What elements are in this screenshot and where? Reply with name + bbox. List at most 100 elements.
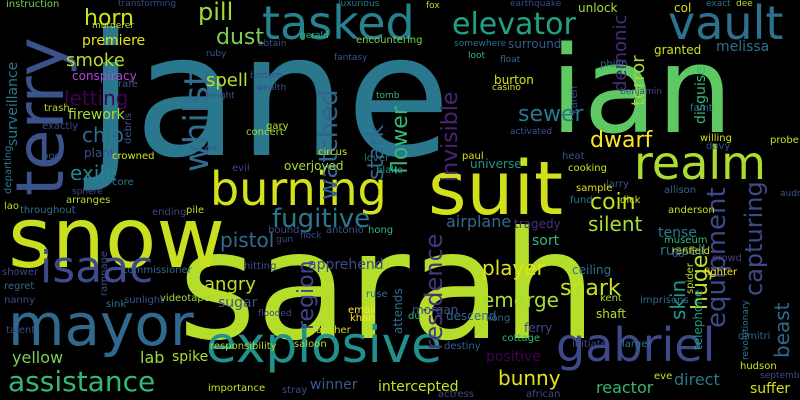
word-departing: departing xyxy=(3,145,14,194)
word-spider: spider xyxy=(685,263,696,294)
word-yellow: yellow xyxy=(12,348,64,367)
word-bottom: bottom xyxy=(250,71,283,81)
word-antonio: antonio xyxy=(326,225,364,236)
word-dick: dick xyxy=(620,195,641,206)
word-universe: universe xyxy=(470,157,522,171)
word-angry: angry xyxy=(204,274,256,295)
word-fugitive: fugitive xyxy=(272,204,371,234)
word-arranges: arranges xyxy=(66,195,111,206)
word-letting: letting xyxy=(64,86,129,110)
word-philip: philip xyxy=(600,59,628,70)
word-capturing: capturing xyxy=(740,181,768,296)
word-intercepted: intercepted xyxy=(378,379,459,395)
word-nanny: nanny xyxy=(4,295,36,306)
word-benjamin: benjamin xyxy=(620,87,662,97)
word-gun: gun xyxy=(276,235,294,245)
word-encountering: encountering xyxy=(356,35,423,46)
word-unlock: unlock xyxy=(578,1,618,15)
word-earthquake: earthquake xyxy=(510,0,562,9)
word-fighter: fighter xyxy=(704,267,738,278)
word-ruse: ruse xyxy=(366,289,388,300)
word-realm: realm xyxy=(634,136,766,190)
word-player: player xyxy=(482,256,545,280)
word-burning: burning xyxy=(210,162,387,216)
word-museum: museum xyxy=(664,235,708,246)
word-attends: attends xyxy=(391,288,405,334)
word-mayor: mayor xyxy=(8,291,194,359)
word-tomb: tomb xyxy=(376,91,400,101)
word-ian: ian xyxy=(550,22,733,161)
word-ceiling: ceiling xyxy=(572,263,612,277)
word-renfield: renfield xyxy=(672,246,710,257)
word-concert: concert xyxy=(246,127,284,138)
word-obtain: obtain xyxy=(258,39,287,49)
word-gerald: gerald xyxy=(300,31,329,41)
word-dwarf: dwarf xyxy=(590,128,653,153)
word-float: float xyxy=(500,55,521,65)
word-commissioner: commissioner xyxy=(122,265,192,276)
word-ending: ending xyxy=(152,207,187,218)
word-shower: shower xyxy=(2,267,39,278)
word-luxurious: luxurious xyxy=(338,0,380,9)
word-faint: faint xyxy=(690,103,713,114)
word-rampage: rampage xyxy=(99,251,110,296)
word-dust: dust xyxy=(216,25,264,50)
word-vault: vault xyxy=(668,0,784,50)
word-shark: shark xyxy=(560,276,621,301)
word-sample: sample xyxy=(576,183,613,194)
word-wealth: wealth xyxy=(256,83,287,93)
word-saloon: saloon xyxy=(294,339,327,350)
word-col: col xyxy=(674,1,692,15)
word-sphere: sphere xyxy=(72,187,103,197)
word-conspiracy: conspiracy xyxy=(72,69,137,83)
word-tragedy: tragedy xyxy=(514,217,561,231)
word-airplane: airplane xyxy=(446,212,512,231)
word-elevator: elevator xyxy=(452,7,576,42)
word-cottage: cottage xyxy=(502,333,541,344)
word-lover: lover xyxy=(364,153,390,164)
word-assistance: assistance xyxy=(8,365,156,398)
word-anderson: anderson xyxy=(668,205,715,216)
word-email: email xyxy=(348,305,376,316)
word-dee: dee xyxy=(736,0,753,9)
word-explosive: explosive xyxy=(206,316,442,374)
word-heat: heat xyxy=(562,151,585,162)
word-allison: allison xyxy=(664,185,697,196)
word-lao: lao xyxy=(4,201,20,212)
word-chip: chip xyxy=(82,123,124,147)
word-larger: larger xyxy=(622,339,652,350)
word-african: african xyxy=(526,389,561,400)
word-hitting: hitting xyxy=(244,261,277,272)
word-blake: blake xyxy=(376,165,403,176)
word-tense: tense xyxy=(658,225,697,241)
word-residence: residence xyxy=(420,233,448,350)
word-somewhere: somewhere xyxy=(454,39,507,49)
word-watched: watched xyxy=(314,89,344,200)
word-invisible: invisible xyxy=(438,91,463,182)
word-core: core xyxy=(112,177,134,188)
word-kent: kent xyxy=(600,293,622,304)
word-probe: probe xyxy=(770,135,799,146)
word-sink: sink xyxy=(106,299,127,310)
word-audrey: audrey xyxy=(780,189,800,199)
word-responsibility: responsibility xyxy=(210,341,277,352)
word-fantasy: fantasy xyxy=(334,53,368,63)
word-gabriel: gabriel xyxy=(556,318,716,372)
word-beast: beast xyxy=(770,302,794,358)
word-exile: exile xyxy=(70,161,118,185)
word-evil: evil xyxy=(232,163,250,174)
word-apprehend: apprehend xyxy=(308,257,384,273)
word-spell: spell xyxy=(206,70,248,91)
word-morgan: morgan xyxy=(412,303,459,317)
word-wu: wu xyxy=(204,143,218,153)
word-da: da xyxy=(672,249,685,260)
word-hudson: hudson xyxy=(740,361,777,372)
word-rafe: rafe xyxy=(118,79,138,90)
word-paul: paul xyxy=(462,151,484,162)
word-initiate: initiate xyxy=(572,339,607,350)
word-importance: importance xyxy=(208,383,266,394)
word-flock: flock xyxy=(300,231,322,241)
word-disguise: disguise xyxy=(693,66,709,124)
word-videotape: videotape xyxy=(160,293,210,304)
word-fund: fund xyxy=(570,195,593,206)
